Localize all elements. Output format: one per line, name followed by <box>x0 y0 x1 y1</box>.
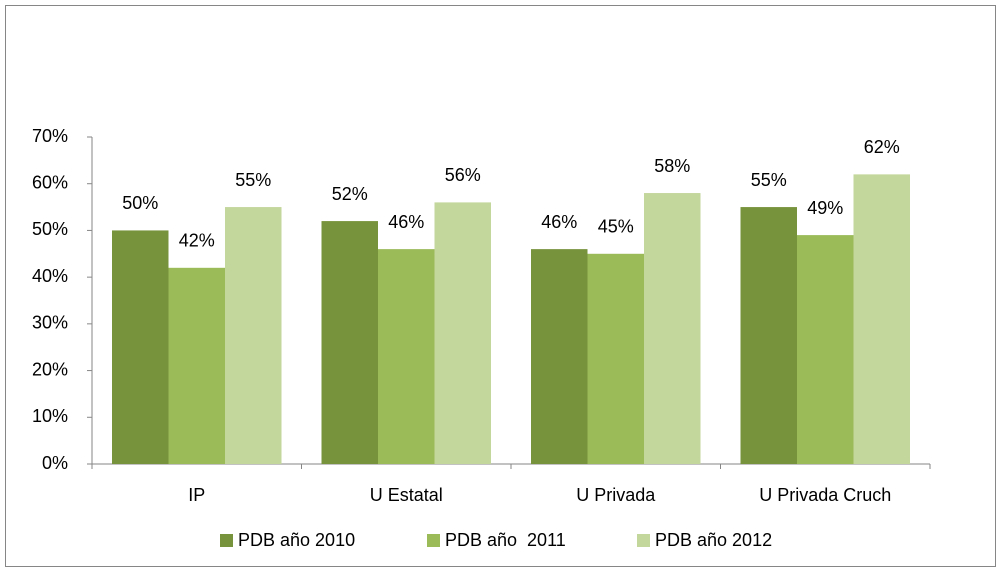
bar <box>644 193 701 465</box>
x-tick-label: IP <box>188 485 205 505</box>
y-tick-label: 70% <box>32 126 68 146</box>
y-tick-label: 0% <box>42 453 68 473</box>
x-tick-label: U Estatal <box>370 485 443 505</box>
data-label: 50% <box>122 193 158 213</box>
legend-swatch <box>220 534 233 547</box>
y-tick-label: 20% <box>32 359 68 379</box>
data-label: 58% <box>654 156 690 176</box>
data-label: 52% <box>332 184 368 204</box>
bar <box>531 249 588 464</box>
bar <box>434 202 491 464</box>
y-tick-label: 60% <box>32 172 68 192</box>
bar <box>797 235 854 464</box>
legend-label: PDB año 2012 <box>655 530 772 550</box>
data-label: 62% <box>864 137 900 157</box>
data-label: 56% <box>445 165 481 185</box>
legend-label: PDB año 2010 <box>238 530 355 550</box>
legend-label: PDB año 2011 <box>445 530 566 550</box>
bar <box>321 221 378 464</box>
x-tick-label: U Privada <box>576 485 656 505</box>
x-tick-label: U Privada Cruch <box>759 485 891 505</box>
bar <box>168 267 225 464</box>
data-label: 55% <box>235 170 271 190</box>
bar <box>853 174 910 464</box>
legend-swatch <box>427 534 440 547</box>
y-tick-label: 10% <box>32 406 68 426</box>
data-label: 55% <box>751 170 787 190</box>
bar <box>112 230 169 464</box>
data-label: 49% <box>807 198 843 218</box>
y-tick-label: 40% <box>32 266 68 286</box>
legend-swatch <box>637 534 650 547</box>
data-label: 46% <box>541 212 577 232</box>
bar <box>740 207 797 465</box>
data-label: 46% <box>388 212 424 232</box>
bar <box>587 253 644 464</box>
y-tick-label: 50% <box>32 219 68 239</box>
data-label: 45% <box>598 217 634 237</box>
bar <box>225 207 282 465</box>
y-tick-label: 30% <box>32 313 68 333</box>
data-label: 42% <box>179 231 215 251</box>
bar <box>378 249 435 464</box>
